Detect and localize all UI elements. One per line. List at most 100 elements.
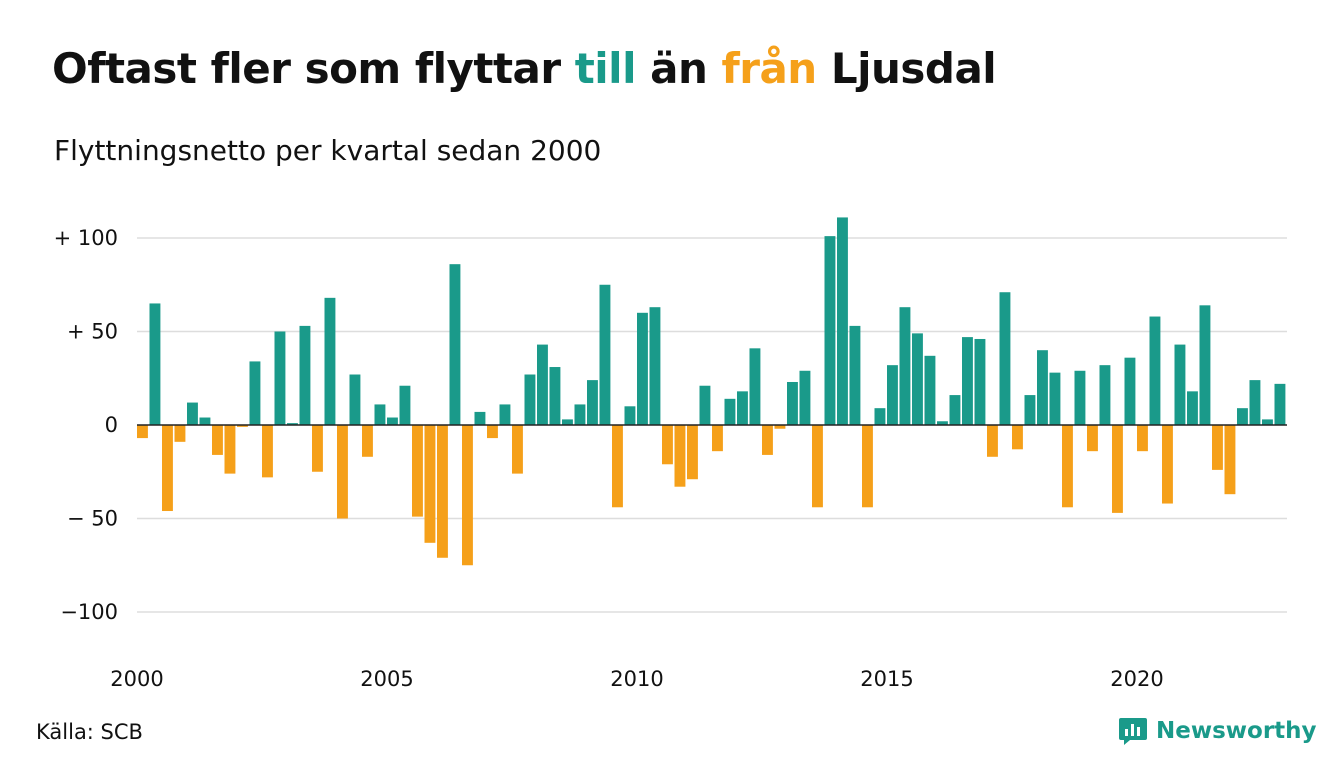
bar <box>237 425 248 427</box>
bar <box>562 419 573 425</box>
bar <box>849 325 861 425</box>
bar <box>1099 365 1111 425</box>
bar <box>974 338 986 425</box>
bar <box>199 417 211 425</box>
bar <box>474 411 486 425</box>
bar <box>249 361 261 425</box>
logo-text: Newsworthy <box>1156 718 1317 744</box>
bar <box>349 374 361 425</box>
x-tick-label: 2015 <box>860 667 913 691</box>
bar <box>599 284 611 425</box>
bar <box>1262 419 1273 425</box>
bar <box>799 370 811 425</box>
bar <box>149 303 161 425</box>
bar <box>462 425 473 566</box>
bar <box>887 365 898 425</box>
chart-subtitle: Flyttningsnetto per kvartal sedan 2000 <box>54 134 602 167</box>
bar <box>537 344 548 425</box>
bar <box>387 417 398 425</box>
bar <box>1062 425 1073 508</box>
chart-title: Oftast fler som flyttar till än från Lju… <box>52 44 997 93</box>
bar-chart: + 100 + 50 0 − 50 −100 2000 2005 2010 2015 2020 <box>54 217 1287 691</box>
title-highlight-fran: från <box>721 44 817 93</box>
bar <box>524 374 536 425</box>
bar <box>774 425 786 429</box>
x-tick-label: 2005 <box>360 667 413 691</box>
bar <box>499 404 511 425</box>
bar <box>362 425 373 457</box>
bar <box>762 425 773 455</box>
bar <box>224 425 236 474</box>
bar <box>1012 425 1023 450</box>
bar <box>1037 350 1048 425</box>
bar <box>987 425 998 457</box>
title-part-1: Oftast fler som flyttar <box>52 44 575 93</box>
bar <box>712 425 723 452</box>
bar <box>912 333 923 425</box>
bar <box>999 292 1011 425</box>
bar <box>487 425 498 439</box>
x-tick-label: 2020 <box>1110 667 1163 691</box>
bar <box>399 385 411 425</box>
bar <box>1199 305 1211 425</box>
bar <box>1249 380 1261 425</box>
x-tick-label: 2000 <box>110 667 163 691</box>
bar <box>312 425 323 472</box>
bar <box>1149 316 1161 425</box>
bar <box>837 217 848 425</box>
bar <box>299 325 311 425</box>
y-tick-label: −100 <box>60 600 118 624</box>
bar <box>699 385 711 425</box>
bar <box>962 337 973 425</box>
bar <box>1124 357 1136 425</box>
bar <box>287 423 298 425</box>
bar <box>1224 425 1236 495</box>
bar <box>824 236 836 425</box>
bar <box>737 391 748 425</box>
bar <box>687 425 698 480</box>
bar <box>1024 395 1036 425</box>
bar <box>787 381 798 425</box>
bar <box>1074 370 1086 425</box>
bar <box>412 425 423 517</box>
bar <box>337 425 348 519</box>
bars <box>137 217 1286 566</box>
bar <box>724 398 736 425</box>
bar <box>174 425 186 442</box>
bar <box>899 307 911 425</box>
bar <box>612 425 623 508</box>
bar <box>1112 425 1123 513</box>
bar <box>637 312 648 425</box>
bar <box>587 380 598 425</box>
x-axis-labels: 2000 2005 2010 2015 2020 <box>110 667 1163 691</box>
bar <box>1049 372 1061 425</box>
y-tick-label: 0 <box>105 413 118 437</box>
bar <box>212 425 223 455</box>
bar <box>374 404 386 425</box>
bar <box>1187 391 1198 425</box>
bar <box>874 408 886 425</box>
bar <box>1237 408 1248 425</box>
bar <box>449 264 461 425</box>
grid-lines <box>137 237 1287 613</box>
bar <box>749 348 761 425</box>
bar <box>1137 425 1148 452</box>
y-axis-labels: + 100 + 50 0 − 50 −100 <box>54 226 118 624</box>
bar <box>437 425 448 558</box>
bar <box>1212 425 1223 470</box>
bar <box>624 406 636 425</box>
source-note: Källa: SCB <box>36 720 143 744</box>
bar <box>812 425 823 508</box>
bar <box>862 425 873 508</box>
y-tick-label: + 100 <box>54 226 118 250</box>
bar <box>137 425 148 439</box>
bar <box>262 425 273 478</box>
bar <box>1162 425 1173 504</box>
bar <box>187 402 198 425</box>
bar <box>649 307 661 425</box>
newsworthy-logo: Newsworthy <box>1118 716 1317 746</box>
title-part-5: Ljusdal <box>816 44 997 93</box>
bar <box>512 425 523 474</box>
bar <box>324 297 336 425</box>
chart-logo-icon <box>1119 718 1147 745</box>
